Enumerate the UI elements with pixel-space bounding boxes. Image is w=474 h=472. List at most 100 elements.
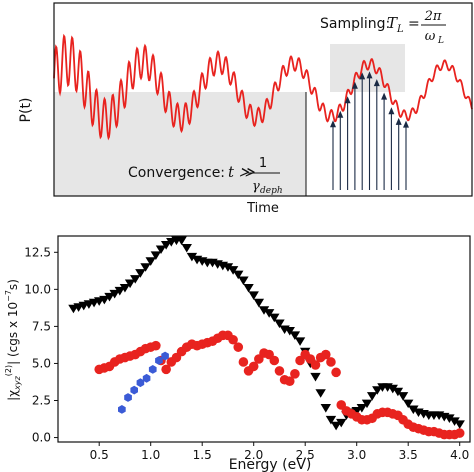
hexagon-marker xyxy=(142,373,151,383)
sampling-lhs-sub: L xyxy=(396,24,404,35)
sampling-den: ω xyxy=(425,29,436,44)
y-tick-label: 0.0 xyxy=(32,431,51,445)
triangle-marker xyxy=(330,421,342,431)
triangle-marker xyxy=(176,236,187,246)
circle-marker xyxy=(161,364,171,375)
triangle-marker xyxy=(140,263,151,272)
sampling-den-sub: L xyxy=(437,36,444,46)
triangle-marker xyxy=(310,372,321,382)
top-xlabel: Time xyxy=(246,201,279,216)
triangle-marker xyxy=(258,306,270,315)
circle-marker xyxy=(274,366,285,376)
triangle-marker xyxy=(186,252,198,262)
top-ylabel: P(t) xyxy=(18,98,34,123)
triangle-marker xyxy=(99,295,110,305)
triangle-marker xyxy=(227,266,239,275)
sampling-arrowhead xyxy=(351,81,358,89)
convergence-label: Convergence: xyxy=(128,165,225,181)
triangle-marker xyxy=(238,276,249,286)
circle-marker xyxy=(233,342,244,352)
circle-marker xyxy=(321,349,331,360)
triangle-marker xyxy=(444,414,455,423)
bottom-ylabel: |χxyz(2)| (cgs x 10−7s) xyxy=(4,279,22,401)
y-tick-label: 10.0 xyxy=(24,282,51,296)
triangle-marker xyxy=(372,386,383,395)
sampling-num: 2π xyxy=(424,9,442,24)
triangle-marker xyxy=(408,405,419,415)
sampling-arrowhead xyxy=(344,96,351,104)
top-frame xyxy=(53,2,473,197)
sampling-lhs: T xyxy=(387,14,398,32)
triangle-marker xyxy=(222,263,234,272)
circle-marker xyxy=(454,428,465,438)
circle-marker xyxy=(290,369,300,379)
triangle-marker xyxy=(284,326,295,336)
triangle-marker xyxy=(351,406,362,416)
y-tick-label: 12.5 xyxy=(24,245,51,259)
circle-marker xyxy=(284,376,295,387)
triangle-marker xyxy=(454,420,465,429)
triangle-marker xyxy=(243,283,254,293)
triangle-marker xyxy=(145,257,156,266)
triangle-marker xyxy=(361,399,373,409)
plot-area xyxy=(68,236,465,440)
x-tick-label: 2.5 xyxy=(296,448,315,462)
circle-marker xyxy=(248,361,259,372)
triangle-marker xyxy=(366,392,378,401)
triangle-marker xyxy=(135,269,146,278)
bottom-panel: 0.5 1.0 1.5 2.0 2.5 3.0 3.5 4.0 0.0 2.5 5.0 7.5 10.0… xyxy=(4,235,471,472)
hexagon-marker xyxy=(136,378,145,388)
circle-marker xyxy=(269,355,280,366)
circle-marker xyxy=(151,340,161,351)
triangle-marker xyxy=(336,418,347,428)
x-tick-label: 3.5 xyxy=(399,448,418,462)
triangle-marker xyxy=(150,251,162,260)
triangle-marker xyxy=(160,240,172,250)
circle-marker xyxy=(228,334,238,345)
hexagon-marker xyxy=(161,351,169,361)
circle-marker xyxy=(238,357,249,367)
x-tick-label: 4.0 xyxy=(450,448,469,462)
y-tick-label: 7.5 xyxy=(32,319,51,333)
signal-curve xyxy=(53,33,473,141)
x-tick-label: 2.0 xyxy=(244,448,263,462)
x-tick-label: 1.0 xyxy=(141,448,160,462)
circle-marker xyxy=(331,367,341,378)
convergence-num: 1 xyxy=(259,156,267,171)
triangle-marker xyxy=(114,286,125,296)
triangle-marker xyxy=(263,309,275,318)
triangle-marker xyxy=(325,415,337,425)
x-tick-label: 0.5 xyxy=(90,448,109,462)
triangle-marker xyxy=(397,392,409,401)
sampling-arrowhead xyxy=(388,107,395,115)
hexagon-marker xyxy=(155,356,163,365)
y-tick-label: 2.5 xyxy=(32,394,51,408)
convergence-den-sub: deph xyxy=(260,186,283,196)
triangle-marker xyxy=(289,331,301,340)
sampling-equals: = xyxy=(408,16,420,32)
triangle-marker xyxy=(392,387,404,397)
triangle-marker xyxy=(269,313,280,323)
hexagon-marker xyxy=(148,365,157,374)
triangle-marker xyxy=(356,404,368,413)
y-tick-label: 5.0 xyxy=(32,356,51,370)
triangle-marker xyxy=(104,292,115,302)
sampling-arrowhead xyxy=(403,120,409,128)
triangle-marker xyxy=(274,319,285,329)
triangle-marker xyxy=(109,289,120,299)
triangle-marker xyxy=(119,283,131,293)
circle-marker xyxy=(310,360,321,370)
convergence-lhs: t ≫ xyxy=(228,163,255,181)
triangle-marker xyxy=(248,291,259,300)
sampling-arrowhead xyxy=(337,110,344,118)
hexagon-marker xyxy=(130,385,138,395)
sampling-arrowhead xyxy=(373,79,380,87)
triangle-marker xyxy=(320,404,331,413)
triangle-marker xyxy=(181,243,192,253)
triangle-marker xyxy=(155,245,167,255)
hexagon-marker xyxy=(124,393,132,402)
triangle-marker xyxy=(403,399,414,409)
x-tick-label: 3.0 xyxy=(347,448,366,462)
sampling-arrowhead xyxy=(359,72,366,80)
triangle-marker xyxy=(124,279,136,289)
